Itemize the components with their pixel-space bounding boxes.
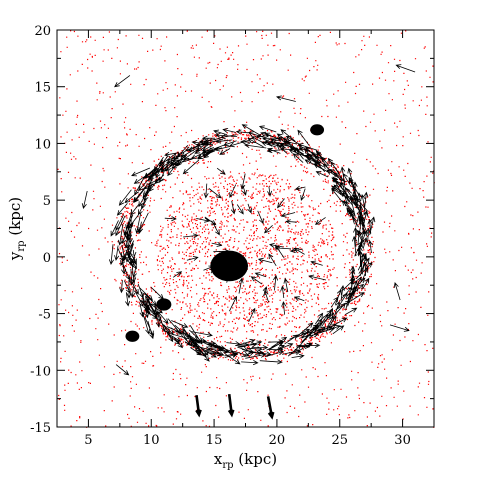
y-axis-label-unit: (kpc) <box>6 197 24 241</box>
x-tick-label: 25 <box>331 433 348 448</box>
x-tick-label: 30 <box>394 433 411 448</box>
y-tick-label: -5 <box>38 308 51 323</box>
nucleus-blob <box>210 250 249 282</box>
x-tick-label: 15 <box>206 433 223 448</box>
x-axis-label-main: x <box>214 450 223 468</box>
velocity-arrows <box>81 64 416 376</box>
tick-labels: 5 10 15 20 25 30 -15 -10 -5 0 5 10 15 20 <box>30 24 411 448</box>
y-axis-label-subscript: rp <box>16 240 27 251</box>
x-tick-label: 5 <box>84 433 92 448</box>
y-tick-label: -15 <box>30 421 51 436</box>
clump-blob <box>310 124 325 136</box>
y-tick-label: 5 <box>43 194 51 209</box>
y-tick-label: 20 <box>34 24 51 39</box>
x-axis-label-unit: (kpc) <box>234 450 278 468</box>
x-axis-label-subscript: rp <box>222 460 233 471</box>
x-axis-label: xrp (kpc) <box>214 450 277 471</box>
y-tick-label: -10 <box>30 364 51 379</box>
x-tick-label: 10 <box>143 433 160 448</box>
bold-velocity-arrows <box>195 393 275 420</box>
y-tick-label: 10 <box>34 137 51 152</box>
y-tick-label: 15 <box>34 81 51 96</box>
y-tick-label: 0 <box>43 251 51 266</box>
velocity-arrow-layer <box>81 64 416 420</box>
y-axis-label: yrp (kpc) <box>6 197 27 261</box>
dense-clump-layer <box>125 124 325 342</box>
clump-blob <box>156 298 172 311</box>
y-axis-label-main: y <box>6 251 24 261</box>
x-tick-label: 20 <box>269 433 286 448</box>
axis-ticks <box>56 29 435 428</box>
clump-blob <box>125 330 140 342</box>
